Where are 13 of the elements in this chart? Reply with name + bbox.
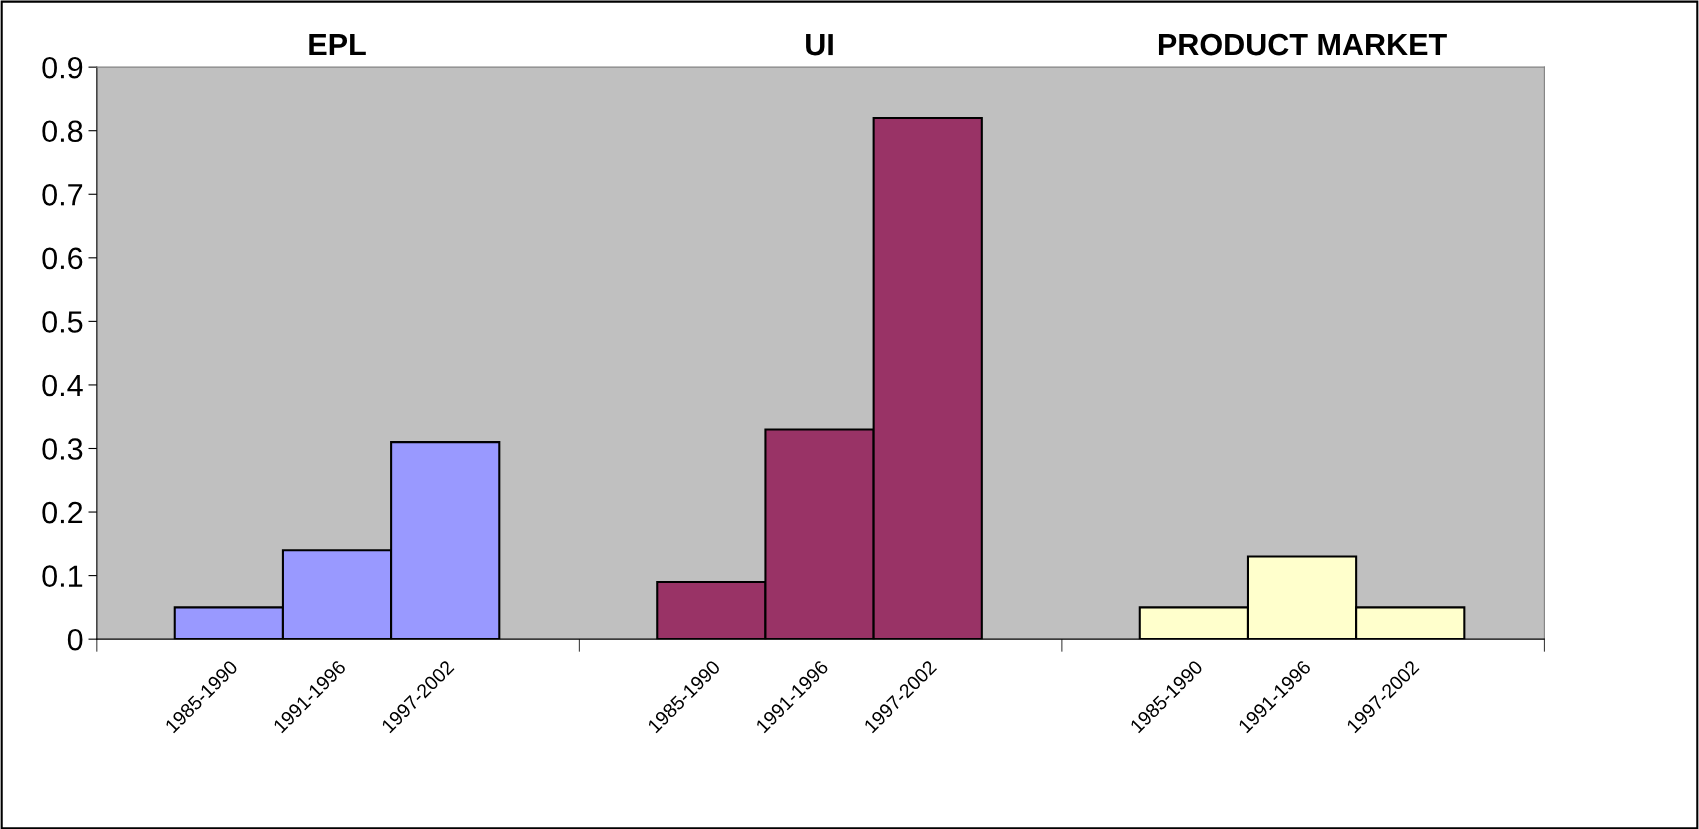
y-tick-label: 0.6 [42,247,83,270]
y-tick-label: 0 [67,628,83,651]
y-tick-label: 0.9 [42,56,83,79]
text: UI [806,34,833,56]
y-tick-label: 0.1 [42,565,83,587]
text: PRODUCT MARKET [1158,33,1447,56]
y-tick-label: 0.5 [42,311,83,333]
y-tick-label: 0.8 [42,120,83,143]
text: EPL [309,34,366,56]
y-tick-label: 0.7 [42,184,83,206]
y-tick-label: 0.2 [42,501,83,524]
y-tick-label: 0.4 [42,374,83,397]
y-tick-label: 0.3 [42,438,83,460]
